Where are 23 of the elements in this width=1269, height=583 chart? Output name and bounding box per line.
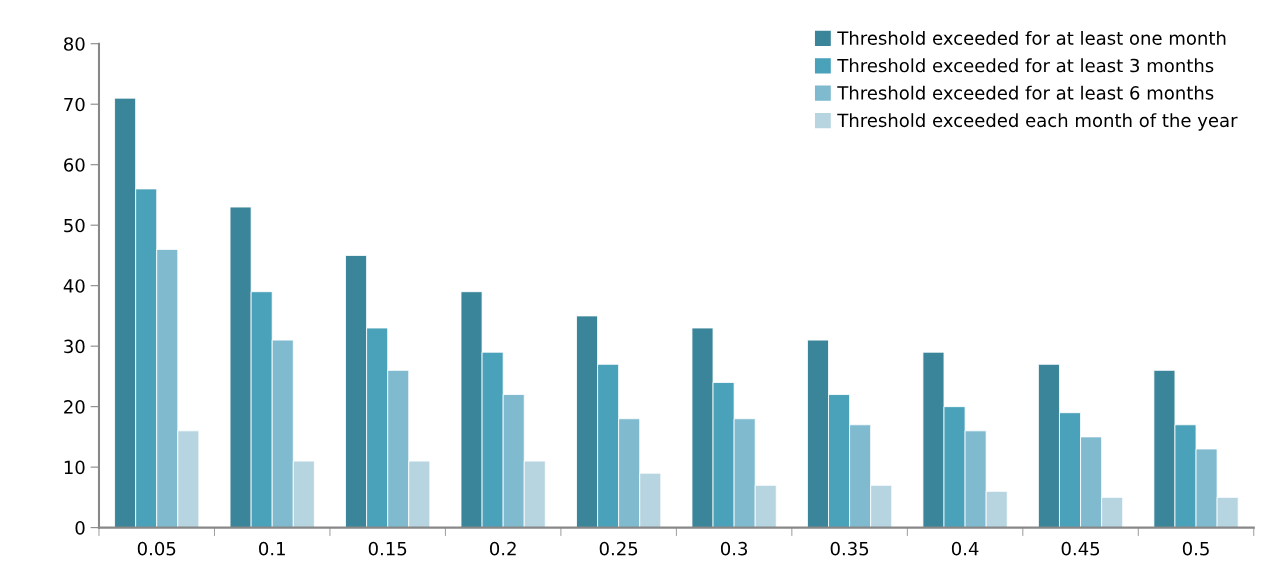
y-tick-label: 40	[63, 279, 85, 293]
legend-label: Threshold exceeded for at least one month	[837, 30, 1226, 45]
x-tick-label: 0.2	[489, 541, 516, 556]
x-tick-label: 0.4	[951, 541, 979, 556]
y-tick-label: 80	[64, 37, 85, 51]
x-tick-label: 0.25	[599, 541, 638, 556]
legend-label: Threshold exceeded for at least 6 months	[837, 85, 1214, 100]
y-tick-label: 0	[75, 521, 85, 535]
y-tick-label: 50	[64, 218, 85, 233]
y-tick-label: 20	[64, 400, 85, 414]
x-tick-label: 0.5	[1182, 541, 1209, 556]
legend-label: Threshold exceeded each month of the year	[837, 113, 1238, 131]
x-tick-label: 0.45	[1061, 541, 1100, 556]
y-tick-label: 70	[64, 97, 85, 112]
x-tick-label: 0.1	[259, 541, 285, 556]
x-tick-label: 0.3	[720, 541, 748, 556]
x-tick-label: 0.15	[368, 541, 407, 556]
y-tick-label: 60	[64, 158, 85, 172]
y-tick-label: 30	[64, 339, 85, 354]
legend-label: Threshold exceeded for at least 3 months	[837, 58, 1214, 73]
y-tick-label: 10	[64, 460, 85, 475]
x-tick-label: 0.35	[830, 541, 869, 556]
x-tick-label: 0.05	[137, 541, 176, 556]
